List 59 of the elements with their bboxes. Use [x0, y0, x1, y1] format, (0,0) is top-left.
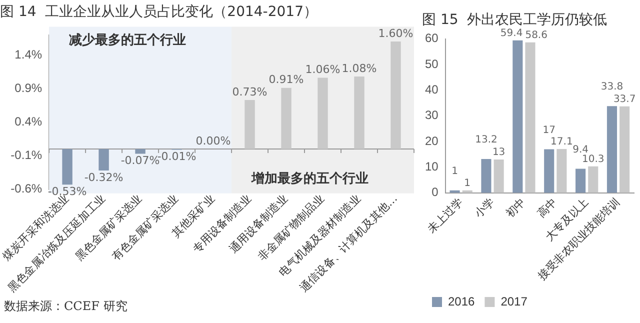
data-label: 1.06%: [305, 63, 340, 76]
bar: [281, 88, 292, 150]
bar: [576, 168, 586, 193]
bar: [481, 158, 492, 193]
y-tick-label: 60: [424, 31, 439, 46]
x-tick-label: 初中: [503, 196, 528, 220]
bar: [512, 40, 523, 193]
data-label: 9.4: [572, 144, 588, 156]
bar: [544, 149, 554, 193]
y-tick-label: 10: [424, 160, 439, 174]
bar: [244, 100, 255, 150]
bar: [606, 106, 618, 193]
data-label: 58.6: [525, 30, 548, 41]
source-note: 数据来源：CCEF 研究: [3, 298, 128, 315]
data-label: 10.3: [582, 154, 604, 166]
band-label: 增加最多的五个行业: [250, 172, 369, 187]
bar: [620, 106, 630, 193]
y-tick-label: 0.9%: [14, 80, 42, 95]
y-tick-label: 0.4%: [14, 114, 42, 128]
data-label: 1: [452, 166, 458, 177]
bar: [588, 166, 598, 193]
y-tick-label: 1.4%: [14, 47, 42, 62]
x-tick-label: 小学: [472, 196, 497, 220]
bar: [494, 160, 504, 193]
data-label: 33.8: [600, 82, 624, 93]
y-tick-label: 40: [424, 82, 439, 96]
y-tick-label: 20: [424, 134, 439, 148]
bar: [62, 149, 72, 185]
bar: [525, 42, 536, 193]
legend-label: 2017: [500, 294, 528, 308]
band-label: 减少最多的五个行业: [69, 33, 186, 48]
y-tick-label: -0.6%: [10, 182, 42, 196]
bar: [98, 149, 109, 171]
data-label: 1: [464, 178, 471, 189]
data-label: 13: [492, 147, 506, 158]
bar: [135, 149, 146, 154]
data-label: 33.7: [613, 94, 636, 105]
legend-label: 2016: [448, 294, 476, 308]
data-label: 1.08%: [342, 62, 377, 75]
data-label: 0.00%: [196, 134, 231, 148]
chart-title: 图 15 外出农民工学历仍较低: [422, 12, 608, 28]
data-label: 17.1: [550, 136, 573, 148]
x-tick-label: 高中: [534, 196, 560, 220]
bar: [354, 76, 364, 150]
y-tick-label: 30: [424, 108, 439, 122]
y-tick-label: 50: [424, 56, 439, 71]
bar: [556, 148, 567, 193]
y-tick-label: -0.1%: [10, 148, 42, 162]
data-label: 1.60%: [378, 26, 414, 40]
data-label: 59.4: [500, 28, 523, 39]
chart-title: 图 14 工业企业从业人员占比变化（2014-2017）: [0, 4, 318, 20]
bar: [390, 42, 401, 150]
data-label: -0.32%: [84, 170, 124, 184]
data-label: 13.2: [475, 134, 498, 146]
data-label: -0.07%: [120, 154, 160, 168]
bar: [318, 78, 328, 150]
data-label: 0.91%: [268, 73, 304, 86]
data-label: 0.73%: [232, 85, 268, 98]
data-label: 17: [542, 124, 556, 136]
